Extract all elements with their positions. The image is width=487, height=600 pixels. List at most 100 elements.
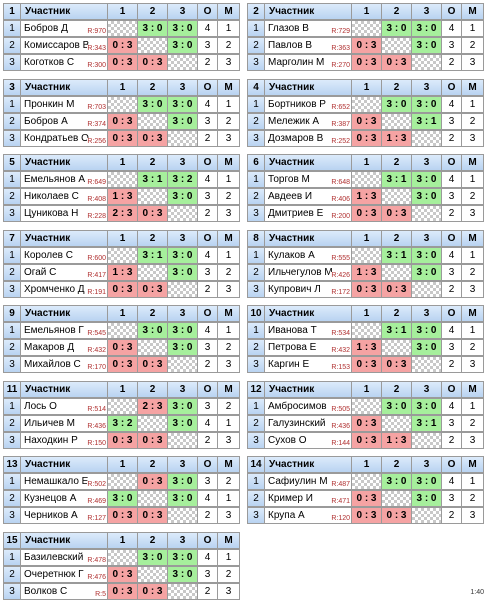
points: 4 (197, 20, 218, 37)
points: 4 (197, 490, 218, 507)
player-number: 1 (3, 322, 21, 339)
score-cell: 3 : 0 (411, 339, 442, 356)
column-header: Участник (264, 456, 352, 473)
place: 3 (217, 129, 240, 147)
player-rating: R:120 (331, 515, 350, 523)
player-name-cell: Ильичев М R:436 (20, 414, 108, 432)
self-cell (381, 263, 412, 281)
self-cell (167, 280, 198, 298)
self-cell (137, 414, 168, 432)
score-cell: 0 : 3 (107, 431, 138, 449)
place: 1 (461, 20, 484, 37)
player-rating: R:469 (87, 498, 106, 506)
player-number: 1 (3, 473, 21, 490)
score-cell: 3 : 0 (411, 490, 442, 507)
player-number: 2 (247, 339, 265, 356)
points: 4 (441, 322, 462, 339)
self-cell (137, 490, 168, 507)
player-name-cell: Торгов М R:648 (264, 171, 352, 188)
place: 2 (217, 339, 240, 356)
points: 4 (197, 246, 218, 264)
score-cell: 0 : 3 (381, 205, 412, 222)
points: 3 (197, 397, 218, 415)
self-cell (411, 507, 442, 524)
player-name-cell: Сухов О R:144 (264, 431, 352, 449)
player-name: Торгов М (268, 174, 310, 185)
self-cell (167, 356, 198, 373)
player-name: Кузнецов А (24, 493, 77, 504)
self-cell (167, 129, 198, 147)
column-header: 3 (411, 3, 442, 20)
player-rating: R:436 (331, 422, 350, 431)
player-name-cell: Огай С R:417 (20, 263, 108, 281)
score-cell: 0 : 3 (351, 54, 382, 71)
place: 3 (217, 54, 240, 71)
score-cell: 3 : 0 (411, 263, 442, 281)
column-header: Участник (20, 229, 108, 247)
score-cell: 3 : 0 (411, 322, 442, 339)
player-rating: R:406 (331, 196, 350, 204)
player-rating: R:703 (87, 103, 106, 112)
group-number: 7 (3, 229, 21, 247)
player-number: 1 (3, 171, 21, 188)
self-cell (167, 431, 198, 449)
place: 2 (217, 565, 240, 583)
score-cell: 3 : 0 (411, 171, 442, 188)
player-rating: R:502 (87, 481, 106, 489)
group-number: 3 (3, 78, 21, 96)
player-name-cell: Купрович Л R:172 (264, 280, 352, 298)
score-cell: 3 : 1 (411, 112, 442, 130)
player-name: Кондратьев О (24, 132, 89, 144)
player-rating: R:648 (331, 179, 350, 187)
score-cell: 0 : 3 (137, 280, 168, 298)
player-name-cell: Амбросимов R:505 (264, 397, 352, 415)
score-cell: 3 : 0 (167, 322, 198, 339)
self-cell (167, 507, 198, 524)
place: 1 (217, 490, 240, 507)
place: 2 (461, 490, 484, 507)
player-name-cell: Кулаков А R:555 (264, 246, 352, 264)
score-cell: 3 : 2 (167, 171, 198, 188)
score-cell: 3 : 0 (381, 473, 412, 490)
column-header: Участник (264, 229, 352, 247)
self-cell (107, 322, 138, 339)
points: 3 (441, 339, 462, 356)
player-rating: R:270 (331, 62, 350, 70)
self-cell (411, 431, 442, 449)
column-header: 2 (137, 305, 168, 322)
column-header: 3 (411, 78, 442, 96)
self-cell (381, 37, 412, 54)
player-number: 2 (247, 414, 265, 432)
place: 3 (217, 431, 240, 449)
player-name-cell: Иванова Т R:534 (264, 322, 352, 339)
player-name-cell: Каргин Е R:153 (264, 356, 352, 373)
self-cell (107, 473, 138, 490)
column-header: 2 (137, 380, 168, 398)
points: 3 (441, 188, 462, 205)
column-header: 2 (381, 154, 412, 171)
player-number: 3 (3, 507, 21, 524)
player-number: 2 (3, 37, 21, 54)
score-cell: 0 : 3 (351, 280, 382, 298)
group-number: 15 (3, 531, 21, 549)
group-number: 9 (3, 305, 21, 322)
self-cell (351, 20, 382, 37)
player-number: 3 (3, 431, 21, 449)
group-number: 8 (247, 229, 265, 247)
place: 2 (217, 473, 240, 490)
column-header: Участник (20, 305, 108, 322)
group-number: 14 (247, 456, 265, 473)
player-name-cell: Кузнецов А R:469 (20, 490, 108, 507)
column-header: 1 (107, 3, 138, 20)
column-header: 2 (137, 154, 168, 171)
score-cell: 3 : 1 (381, 322, 412, 339)
place: 3 (461, 129, 484, 147)
column-header: М (217, 305, 240, 322)
player-name: Дозмаров В (268, 132, 324, 144)
score-cell: 2 : 3 (107, 205, 138, 222)
player-name: Каргин Е (268, 359, 310, 370)
self-cell (137, 37, 168, 54)
